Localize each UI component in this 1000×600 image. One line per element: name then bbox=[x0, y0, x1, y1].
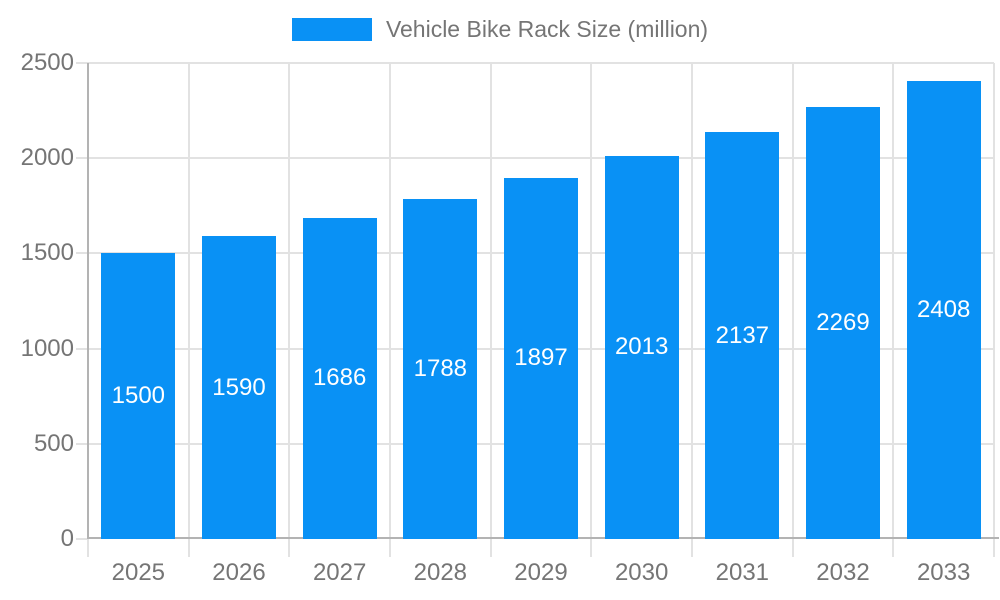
y-axis-tick bbox=[76, 252, 88, 255]
bar-value-label: 1500 bbox=[111, 382, 166, 410]
bar-value-label: 1590 bbox=[212, 373, 266, 401]
bar-2030: 2013 bbox=[604, 155, 679, 539]
y-axis-tick-label: 0 bbox=[60, 525, 74, 552]
y-axis-tick-label: 2000 bbox=[20, 144, 74, 172]
x-axis-tick-label: 2031 bbox=[715, 559, 770, 586]
y-axis-tick bbox=[76, 62, 88, 64]
y-axis-tick bbox=[76, 538, 88, 540]
gridline-vertical bbox=[791, 63, 794, 557]
gridline-vertical bbox=[288, 63, 291, 557]
bar-2029: 1897 bbox=[504, 177, 578, 539]
bar-2033: 2408 bbox=[906, 80, 981, 539]
gridline-vertical bbox=[993, 63, 995, 557]
gridline-vertical bbox=[691, 63, 693, 557]
x-axis-tick-label: 2032 bbox=[816, 559, 870, 586]
x-axis-tick-label: 2027 bbox=[312, 559, 367, 586]
x-axis-tick-label: 2026 bbox=[212, 559, 266, 586]
x-axis-tick-label: 2025 bbox=[111, 559, 166, 586]
bar-value-label: 1686 bbox=[312, 364, 367, 392]
bar-2026: 1590 bbox=[202, 236, 276, 539]
y-axis-tick bbox=[76, 442, 88, 445]
bar-value-label: 2408 bbox=[916, 295, 971, 323]
bar-value-label: 1788 bbox=[413, 354, 468, 382]
y-axis-tick bbox=[76, 347, 88, 350]
y-axis-tick-label: 1500 bbox=[20, 239, 74, 267]
bar-value-label: 2137 bbox=[715, 321, 770, 349]
y-axis-tick-label: 2500 bbox=[20, 49, 74, 76]
y-axis-line bbox=[87, 63, 89, 539]
x-axis-tick-label: 2029 bbox=[514, 559, 568, 586]
y-axis-tick bbox=[76, 157, 88, 160]
bar-2032: 2269 bbox=[806, 106, 880, 539]
gridline-vertical bbox=[489, 63, 492, 557]
gridline-vertical bbox=[187, 63, 190, 557]
x-axis-tick-label: 2028 bbox=[413, 559, 468, 586]
legend-swatch bbox=[291, 18, 372, 41]
bar-value-label: 2013 bbox=[614, 333, 669, 361]
x-axis-tick-label: 2033 bbox=[916, 559, 971, 586]
bar-value-label: 1897 bbox=[514, 344, 568, 372]
gridline-horizontal bbox=[88, 62, 994, 64]
y-axis-tick-label: 1000 bbox=[20, 334, 74, 362]
bar-2027: 1686 bbox=[302, 217, 377, 539]
bar-2025: 1500 bbox=[101, 253, 176, 539]
bar-2028: 1788 bbox=[403, 198, 478, 539]
y-axis-tick-label: 500 bbox=[33, 429, 74, 457]
bar-value-label: 2269 bbox=[816, 308, 870, 336]
gridline-vertical bbox=[892, 63, 895, 557]
chart-legend: Vehicle Bike Rack Size (million) bbox=[0, 16, 1000, 43]
x-axis-tick-label: 2030 bbox=[614, 559, 669, 586]
gridline-horizontal bbox=[88, 157, 994, 160]
legend-label: Vehicle Bike Rack Size (million) bbox=[385, 16, 709, 42]
bar-2031: 2137 bbox=[705, 132, 780, 539]
gridline-vertical bbox=[389, 63, 391, 557]
gridline-vertical bbox=[590, 63, 593, 557]
